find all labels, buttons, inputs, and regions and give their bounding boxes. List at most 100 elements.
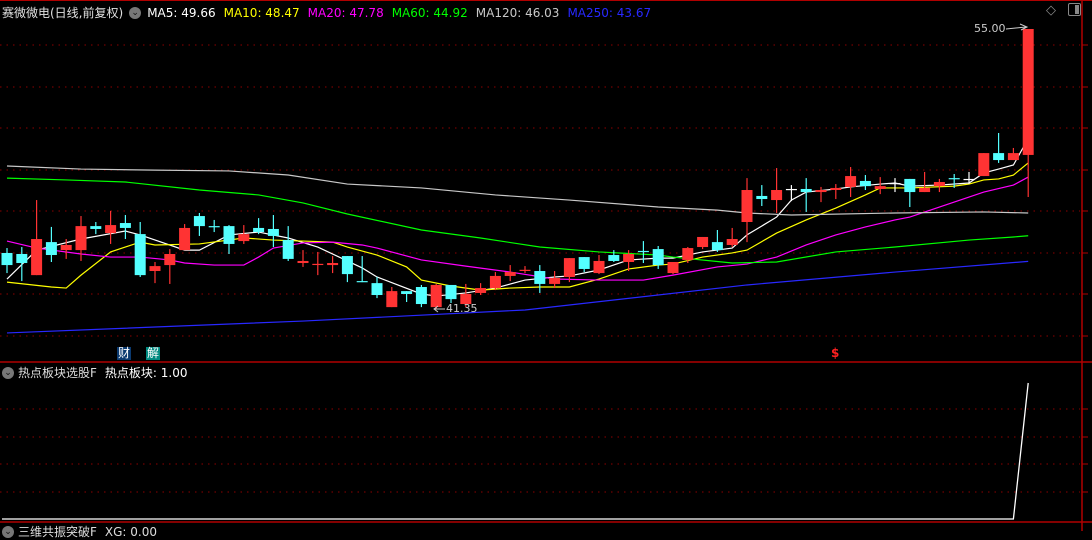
ma5-label: MA5: 49.66 — [147, 5, 216, 20]
candle — [371, 276, 383, 299]
candle — [741, 178, 753, 243]
candle-body — [563, 258, 575, 277]
indicator-name-2[interactable]: 三维共振突破F — [18, 525, 97, 539]
candle — [697, 236, 709, 250]
candle-body — [785, 188, 797, 191]
candle — [933, 178, 945, 193]
candle-body — [415, 287, 427, 305]
candle — [830, 184, 842, 200]
candle — [445, 284, 457, 304]
candle — [16, 247, 28, 282]
candle — [711, 229, 723, 252]
candle-body — [1, 252, 13, 266]
candle — [652, 245, 664, 269]
candle-body — [667, 261, 679, 274]
candle — [341, 256, 353, 283]
candle-body — [711, 242, 723, 251]
candle — [149, 261, 161, 284]
candle — [904, 178, 916, 208]
finance-report-marker[interactable]: 财 — [117, 346, 132, 360]
candle — [282, 226, 294, 261]
candle-body — [800, 188, 812, 193]
candle-body — [31, 239, 43, 276]
candle-body — [60, 244, 72, 251]
candle-body — [297, 260, 309, 264]
candle-body — [889, 183, 901, 185]
candle-body — [652, 249, 664, 266]
candle — [386, 287, 398, 308]
candle — [682, 247, 694, 264]
candle-body — [16, 253, 28, 264]
ma-line-ma120 — [6, 165, 1029, 216]
candle — [815, 186, 827, 203]
diamond-icon[interactable]: ◇ — [1046, 3, 1056, 18]
stock-title[interactable]: 赛微微电(日线,前复权) — [2, 6, 124, 20]
candle — [874, 177, 886, 195]
chevron-down-icon[interactable]: ⌄ — [2, 525, 14, 538]
candle-body — [45, 242, 57, 256]
candle — [312, 251, 324, 276]
candle — [889, 178, 901, 193]
ma120-label: MA120: 46.03 — [475, 5, 560, 20]
candle — [667, 261, 679, 275]
candle — [119, 215, 131, 240]
high-price-label: 55.00 — [974, 22, 1006, 35]
candle — [593, 255, 605, 275]
candle — [1, 248, 13, 274]
candle — [1007, 147, 1019, 161]
candle-body — [356, 281, 368, 283]
ma10-label: MA10: 48.47 — [223, 5, 300, 20]
low-price-label: 41.35 — [446, 302, 478, 315]
candle-body — [859, 180, 871, 187]
candle — [534, 265, 546, 293]
candle-body — [549, 277, 561, 284]
candle — [31, 200, 43, 276]
ma-line-ma5 — [6, 138, 1029, 297]
candle-body — [386, 291, 398, 308]
ma60-label: MA60: 44.92 — [391, 5, 468, 20]
candle — [771, 168, 783, 213]
candle — [637, 241, 649, 264]
candle-body — [904, 178, 916, 193]
chevron-down-icon[interactable]: ⌄ — [129, 6, 142, 19]
candle-body — [993, 153, 1005, 161]
dividend-marker[interactable]: $ — [831, 346, 840, 360]
share-unlock-marker[interactable]: 解 — [146, 346, 161, 360]
candle-body — [164, 253, 176, 266]
ma-legend: MA5: 49.66 MA10: 48.47 MA20: 47.78 MA60:… — [147, 6, 651, 20]
candle-body — [623, 253, 635, 262]
candle — [563, 258, 575, 283]
candle-body — [475, 288, 487, 293]
candle-body — [845, 176, 857, 187]
candle — [253, 218, 265, 235]
candle-body — [460, 293, 472, 305]
candle — [1022, 29, 1034, 197]
candle — [105, 210, 117, 244]
ma20-label: MA20: 47.78 — [307, 5, 384, 20]
candle-body — [963, 178, 975, 181]
indicator-name[interactable]: 热点板块选股F — [18, 366, 97, 380]
candle-body — [327, 263, 339, 266]
candle — [45, 226, 57, 262]
hot-sector-line — [2, 382, 1029, 520]
candle — [549, 271, 561, 289]
candle-body — [445, 284, 457, 300]
chevron-down-icon[interactable]: ⌄ — [2, 366, 14, 379]
candle — [223, 225, 235, 254]
panel-toggle-icon[interactable] — [1068, 3, 1081, 16]
chart-header: 赛微微电(日线,前复权) ⌄ MA5: 49.66 MA10: 48.47 MA… — [2, 4, 651, 21]
candle-body — [741, 190, 753, 222]
indicator-pane-header-2: ⌄ 三维共振突破F XG: 0.00 — [2, 523, 157, 540]
candle-body — [238, 234, 250, 242]
indicator-value-2: XG: 0.00 — [104, 524, 158, 539]
candle — [475, 283, 487, 296]
candle-body — [282, 240, 294, 259]
candle — [963, 171, 975, 185]
indicator-pane-header: ⌄ 热点板块选股F 热点板块: 1.00 — [2, 364, 187, 381]
candle-body — [948, 178, 960, 180]
candle-body — [697, 236, 709, 248]
candle — [134, 221, 146, 277]
candle-body — [504, 272, 516, 276]
candle — [401, 291, 413, 302]
